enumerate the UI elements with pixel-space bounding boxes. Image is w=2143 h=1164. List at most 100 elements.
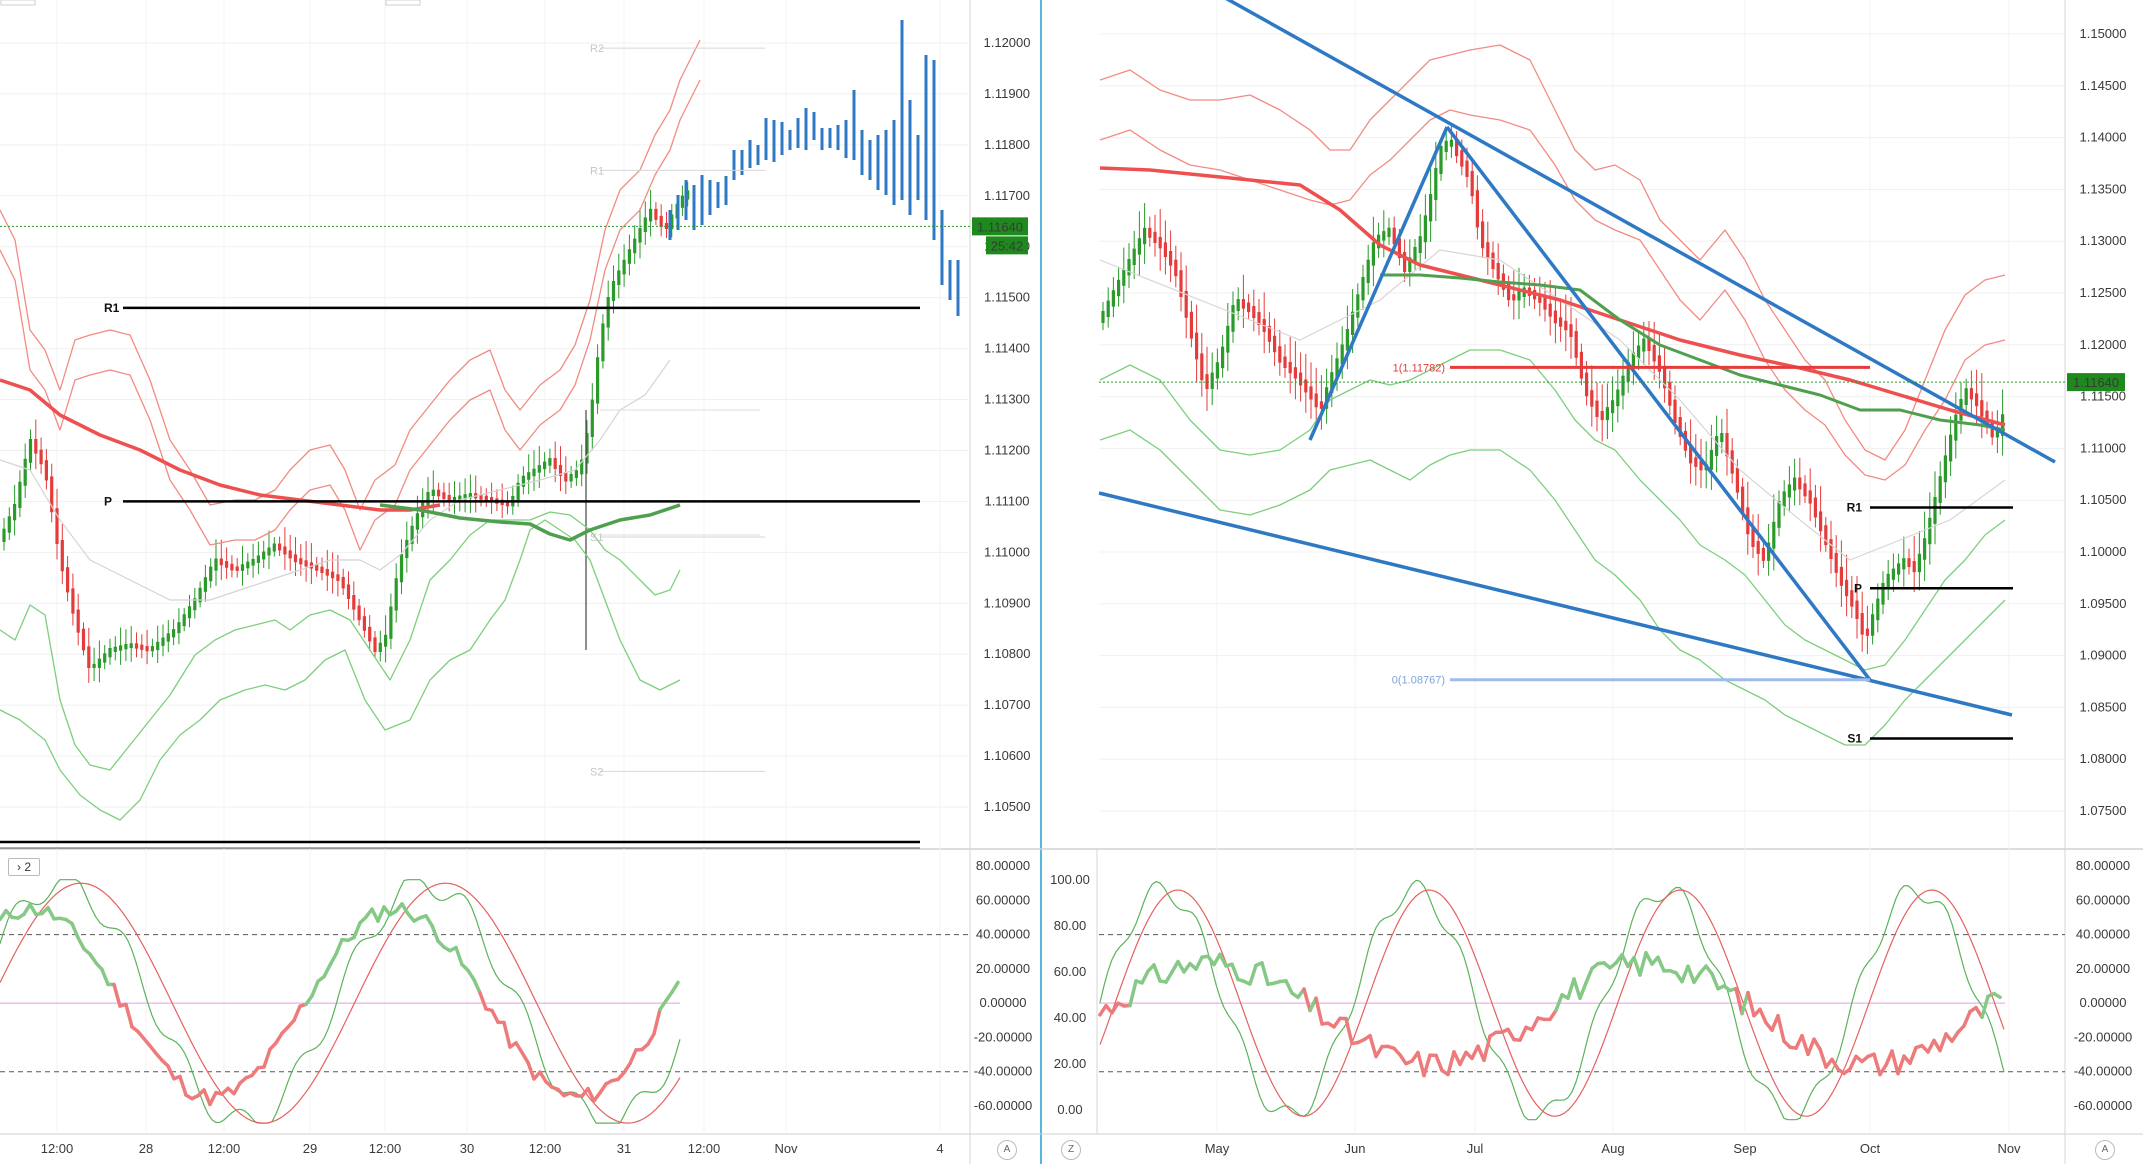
price-tick-label: 1.11900 bbox=[984, 86, 1030, 101]
candle-body bbox=[1694, 457, 1698, 467]
candle-body bbox=[1158, 237, 1162, 249]
candle-body bbox=[1496, 263, 1500, 280]
osc-main-line bbox=[1506, 1027, 1516, 1042]
price-tick-label: 1.10500 bbox=[2080, 492, 2127, 507]
candle-body bbox=[1829, 539, 1833, 559]
osc-left-tick-label: 0.00 bbox=[1057, 1102, 1082, 1117]
corner-button-left[interactable]: A bbox=[997, 1140, 1017, 1160]
candle-body bbox=[415, 513, 419, 530]
fib-level-0-label: 0(1.08767) bbox=[1392, 675, 1445, 687]
price-tick-label: 1.11100 bbox=[984, 493, 1029, 508]
candle-body bbox=[283, 546, 287, 555]
price-tick-label: 1.08500 bbox=[2080, 699, 2127, 714]
price-tick-label: 1.10700 bbox=[984, 697, 1031, 712]
candle-body bbox=[50, 476, 54, 513]
price-tick-label: 1.11300 bbox=[984, 392, 1030, 407]
candle-body bbox=[1210, 372, 1214, 389]
candle-body bbox=[1902, 558, 1906, 570]
candle-body bbox=[580, 459, 584, 475]
candle-body bbox=[1397, 238, 1401, 259]
osc-main-line bbox=[1686, 964, 1696, 985]
candle-body bbox=[1512, 294, 1516, 301]
osc-right-tick-label: 80.00000 bbox=[2076, 858, 2130, 873]
osc-slow-line bbox=[1099, 889, 2005, 1117]
candle-body bbox=[1600, 411, 1604, 421]
osc-main-line bbox=[262, 1047, 272, 1069]
faint-pivot-label: S2 bbox=[590, 766, 603, 778]
candle-body bbox=[1813, 497, 1817, 518]
candle-body bbox=[60, 540, 64, 572]
osc-main-line bbox=[1344, 1016, 1354, 1046]
candle-body bbox=[437, 489, 441, 497]
bollinger-upper-outer bbox=[1099, 44, 2006, 461]
candle-body bbox=[505, 501, 510, 507]
osc-tick-label: 40.00000 bbox=[976, 927, 1030, 942]
candle-body bbox=[1267, 325, 1271, 342]
candle-body bbox=[654, 208, 658, 220]
candle-body bbox=[1195, 332, 1199, 360]
candle-body bbox=[1787, 484, 1791, 498]
price-tick-label: 1.13500 bbox=[2080, 181, 2127, 196]
osc-main-line bbox=[400, 902, 410, 916]
candle-body bbox=[1548, 303, 1552, 317]
time-tick-label: Aug bbox=[1601, 1141, 1624, 1156]
candle-body bbox=[1101, 311, 1105, 323]
candle-body bbox=[262, 551, 266, 560]
candle-body bbox=[1933, 497, 1937, 524]
candle-body bbox=[225, 561, 229, 568]
osc-main-line bbox=[1896, 1054, 1906, 1076]
candle-body bbox=[1860, 613, 1864, 635]
osc-main-line bbox=[1776, 1013, 1786, 1044]
candle-body bbox=[1751, 528, 1755, 547]
candle-body bbox=[1907, 558, 1911, 567]
candle-body bbox=[1387, 227, 1391, 238]
osc-main-line bbox=[1368, 1033, 1378, 1059]
candle-body bbox=[219, 558, 223, 566]
corner-button-right[interactable]: A bbox=[2095, 1140, 2115, 1160]
bollinger-upper-outer bbox=[0, 39, 701, 511]
candle-body bbox=[1174, 259, 1178, 277]
candle-body bbox=[664, 222, 669, 229]
candle-body bbox=[1403, 252, 1407, 272]
candle-body bbox=[606, 297, 610, 328]
candle-body bbox=[97, 658, 101, 668]
time-tick-label: 31 bbox=[617, 1141, 631, 1156]
candle-body bbox=[315, 564, 319, 571]
candle-body bbox=[272, 543, 276, 552]
candle-body bbox=[426, 492, 430, 507]
price-tick-label: 1.11200 bbox=[984, 442, 1030, 457]
osc-main-line bbox=[1908, 1045, 1918, 1065]
osc-main-line bbox=[1692, 971, 1702, 985]
candle-body bbox=[516, 482, 520, 500]
candle-body bbox=[1252, 306, 1256, 319]
osc-badge[interactable]: › 2 bbox=[8, 858, 40, 876]
corner-button-mid[interactable]: Z bbox=[1061, 1140, 1081, 1160]
osc-main-line bbox=[1620, 952, 1630, 969]
candle-body bbox=[394, 578, 398, 611]
osc-main-line bbox=[1572, 977, 1582, 1000]
osc-main-line bbox=[1890, 1049, 1900, 1076]
candle-body bbox=[23, 458, 27, 486]
pivot-label: R1 bbox=[104, 301, 120, 315]
price-tick-label: 1.10900 bbox=[984, 595, 1031, 610]
osc-main-line bbox=[1950, 1030, 1960, 1044]
candle-body bbox=[1470, 171, 1474, 197]
candle-body bbox=[1392, 227, 1396, 245]
candle-body bbox=[1819, 511, 1823, 532]
candle-body bbox=[596, 357, 600, 404]
candle-body bbox=[39, 449, 43, 465]
candle-body bbox=[267, 547, 271, 556]
candle-body bbox=[1980, 400, 1984, 417]
osc-main-line bbox=[1644, 951, 1654, 966]
price-tick-label: 1.11400 bbox=[984, 341, 1030, 356]
top-tab[interactable] bbox=[385, 0, 421, 6]
osc-main-line bbox=[1164, 970, 1174, 984]
osc-main-line bbox=[328, 952, 338, 967]
candle-body bbox=[1995, 429, 1999, 438]
top-tab[interactable] bbox=[0, 0, 36, 6]
candle-body bbox=[28, 439, 33, 463]
candle-body bbox=[1236, 299, 1240, 311]
